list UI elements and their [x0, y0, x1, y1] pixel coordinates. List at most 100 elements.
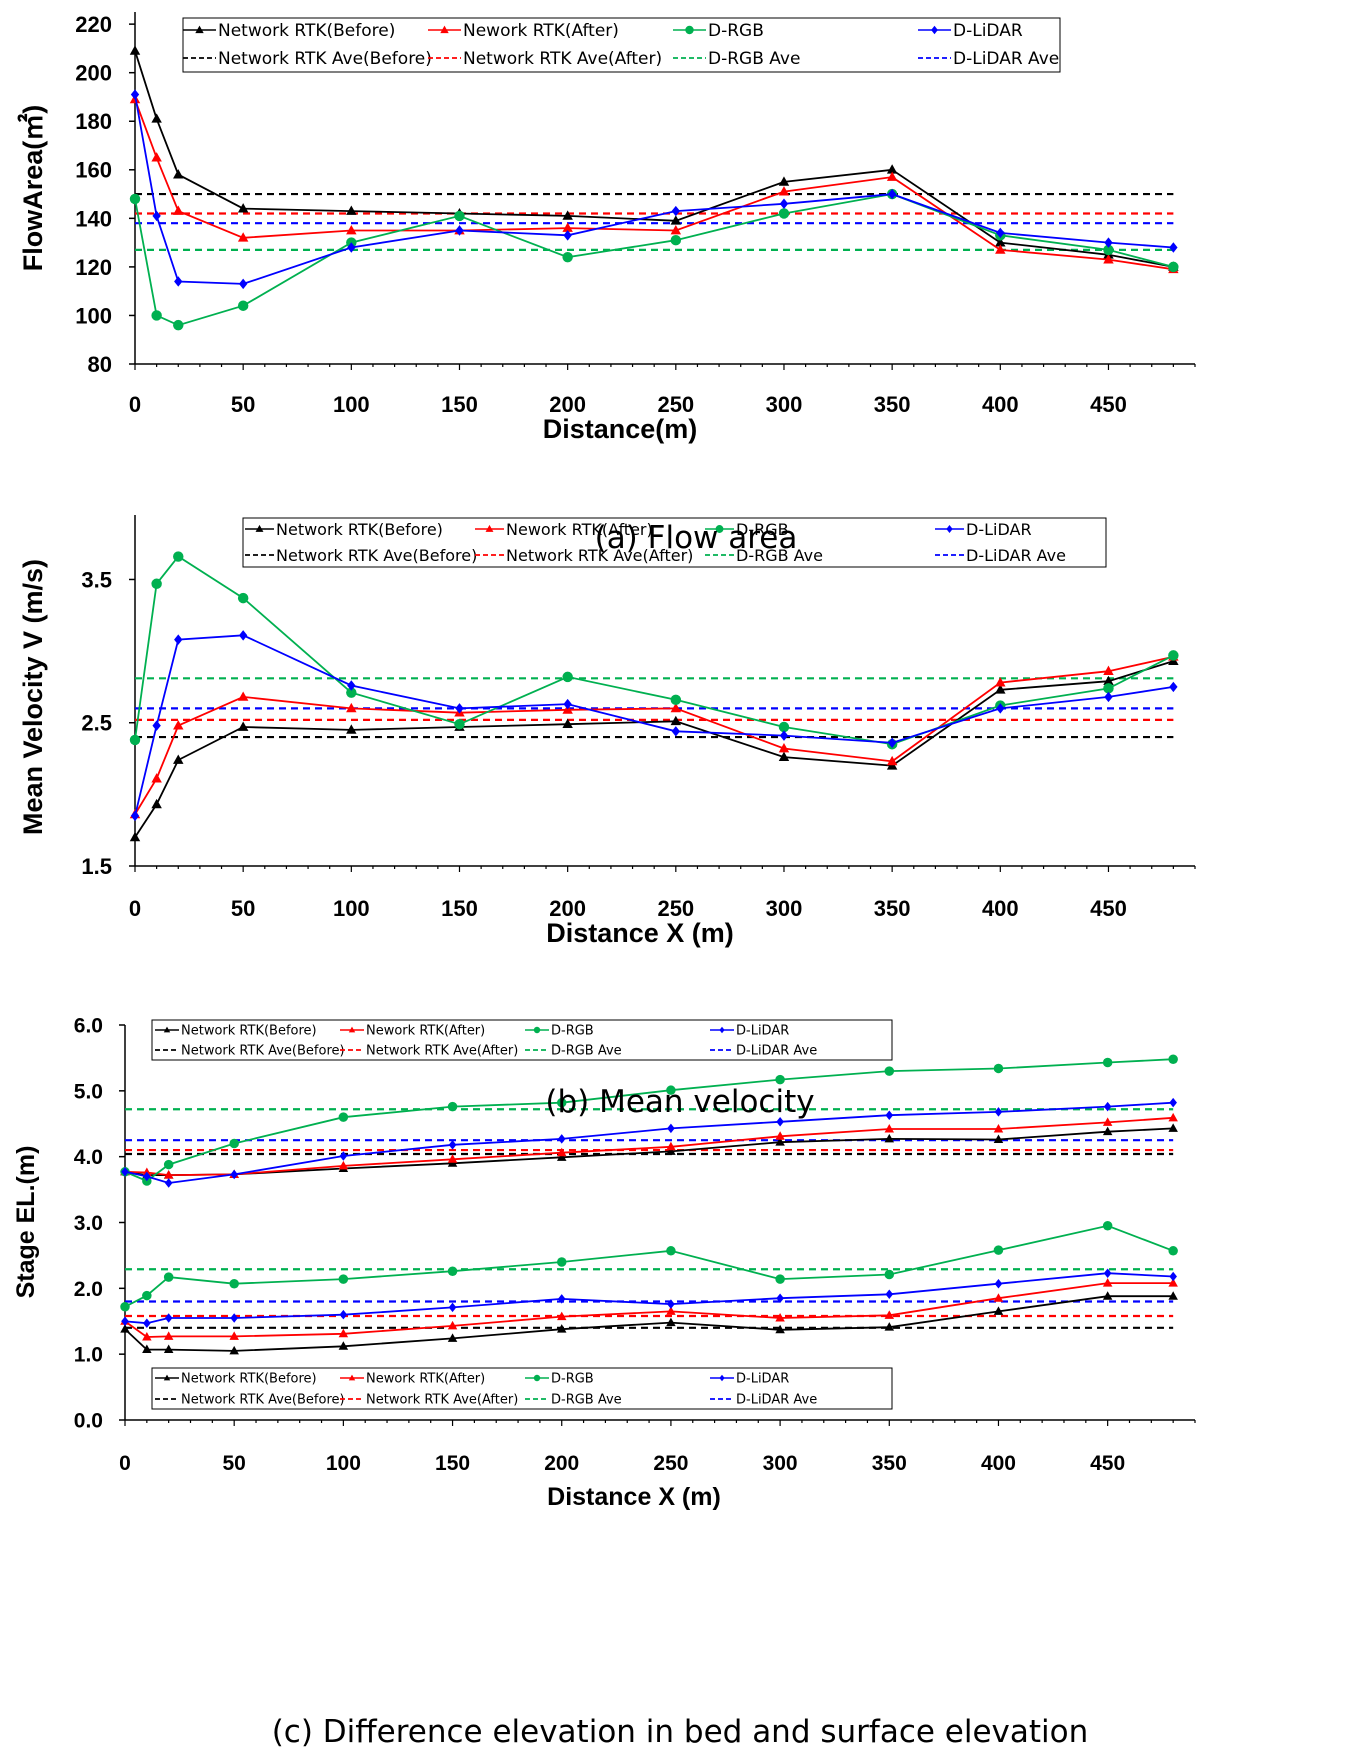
- chart2-x-tick-label: 300: [763, 1452, 798, 1475]
- chart2-data-point-d-lidar-bed: [1103, 1268, 1112, 1278]
- chart1-legend-label-nework-rtk-after: Nework RTK(After): [506, 520, 653, 539]
- chart1-data-point-network-rtk-before: [1103, 675, 1114, 686]
- chart0-legend-label-d-rgb-ave: D-RGB Ave: [708, 49, 800, 69]
- chart0-x-tick-label: 250: [657, 392, 694, 417]
- chart0-y-tick-label: 220: [75, 12, 112, 37]
- chart2-legend-label-network-rtk-before: Network RTK(Before): [181, 1024, 317, 1039]
- chart2-legend-label-network-rtk-ave-after: Network RTK Ave(After): [366, 1393, 518, 1408]
- flow-area-chart: 80 100 120 140 160 180 200 220 0 50 100 150 200 250 30…: [17, 12, 1196, 444]
- chart0-legend-marker-d-rgb: [685, 25, 694, 35]
- chart2-y-tick-label: 5.0: [74, 1080, 103, 1103]
- chart0-y-tick-label: 180: [75, 109, 112, 134]
- chart0-data-point-d-lidar: [455, 225, 464, 236]
- chart1-legend-marker-nework-rtk-after: [485, 524, 494, 532]
- chart2-data-point-network-rtk-before-bed: [993, 1306, 1004, 1315]
- chart0-data-point-d-lidar: [563, 230, 572, 241]
- chart2-data-point-d-rgb-surface: [1102, 1057, 1113, 1068]
- chart0-y-tick-label: 120: [75, 255, 112, 280]
- chart0-y-tick-label: 200: [75, 61, 112, 86]
- chart0-x-tick-label: 450: [1090, 392, 1127, 417]
- chart2-legend-label-d-rgb: D-RGB: [551, 1372, 594, 1387]
- chart1-data-point-d-lidar: [887, 737, 897, 749]
- chart1-legend-marker-d-lidar: [946, 525, 953, 533]
- chart1-y-tick-label: 1.5: [81, 854, 112, 879]
- chart0-data-point-d-lidar: [152, 210, 161, 222]
- chart0-legend-0: Network RTK(Before) Nework RTK(After) D-RG…: [182, 17, 1061, 73]
- chart1-data-point-d-rgb: [454, 718, 465, 730]
- chart2-data-point-nework-rtk-after-bed: [163, 1331, 174, 1340]
- chart2-y-tick-label: 6.0: [74, 1015, 103, 1038]
- chart0-data-point-d-lidar: [671, 205, 680, 217]
- chart0-data-point-nework-rtk-after: [346, 224, 357, 235]
- chart2-data-point-network-rtk-before-surface: [884, 1133, 895, 1143]
- chart2-legend-label-d-lidar: D-LiDAR: [736, 1024, 789, 1039]
- chart0-data-point-network-rtk-before: [151, 113, 162, 123]
- chart1-legend-label-d-lidar-ave: D-LiDAR Ave: [966, 546, 1066, 565]
- chart2-data-point-network-rtk-before-bed: [142, 1344, 152, 1354]
- chart2-legend-marker-network-rtk-before: [163, 1374, 171, 1381]
- chart0-legend-label-d-rgb: D-RGB: [708, 21, 764, 41]
- chart1-y-tick-label: 2.5: [81, 711, 112, 736]
- chart0-data-point-network-rtk-before: [346, 205, 357, 215]
- chart2-x-tick-label: 350: [872, 1452, 907, 1475]
- chart2-data-point-network-rtk-before-bed: [884, 1322, 895, 1331]
- chart0-data-point-d-rgb: [670, 234, 682, 246]
- chart1-data-point-d-lidar: [347, 680, 356, 691]
- chart0-data-point-d-lidar: [174, 276, 183, 287]
- chart2-data-point-d-rgb-surface: [666, 1085, 676, 1095]
- chart1-legend-label-d-rgb-ave: D-RGB Ave: [736, 546, 823, 565]
- chart2-legend-label-nework-rtk-after: Nework RTK(After): [366, 1024, 485, 1039]
- chart2-data-point-d-rgb-bed: [447, 1266, 458, 1276]
- chart1-data-point-d-lidar: [1104, 691, 1113, 703]
- chart1-data-point-nework-rtk-after: [670, 702, 682, 713]
- chart2-legend-label-d-rgb-ave: D-RGB Ave: [551, 1393, 622, 1408]
- chart2-data-point-d-rgb-surface: [1168, 1054, 1178, 1064]
- chart1-x-tick-label: 150: [441, 896, 478, 921]
- chart1-data-point-d-lidar: [152, 720, 161, 731]
- chart2-data-point-d-rgb-surface: [447, 1101, 458, 1112]
- chart1-legend-label-network-rtk-ave-before: Network RTK Ave(Before): [276, 546, 477, 565]
- chart1-x-tick-label: 450: [1090, 896, 1127, 921]
- chart1-series-line-network-rtk-before: [134, 660, 1174, 838]
- chart1-data-point-network-rtk-before: [129, 831, 141, 842]
- chart2-data-point-d-lidar-bed: [1169, 1271, 1177, 1282]
- chart1-data-point-d-lidar: [455, 703, 464, 714]
- chart1-x-tick-label: 300: [766, 896, 803, 921]
- chart0-data-point-network-rtk-before: [173, 169, 184, 179]
- chart2-legend-marker-nework-rtk-after: [348, 1026, 356, 1033]
- chart2-data-point-network-rtk-before-surface: [1102, 1126, 1113, 1136]
- chart2-data-point-d-lidar-surface: [164, 1178, 173, 1188]
- chart2-legend-marker-network-rtk-before: [163, 1026, 171, 1033]
- chart2-legend-1: Network RTK(Before) Nework RTK(After) D-RG…: [151, 1367, 893, 1410]
- caption-stage-elevation: (c) Difference elevation in bed and surf…: [272, 1714, 1089, 1750]
- chart1-data-point-d-rgb: [173, 551, 184, 562]
- chart2-legend-label-d-rgb-ave: D-RGB Ave: [551, 1044, 622, 1059]
- chart1-data-point-d-rgb: [346, 687, 357, 698]
- chart0-data-point-network-rtk-before: [670, 215, 682, 225]
- chart2-x-tick-label: 450: [1090, 1452, 1125, 1475]
- chart2-data-point-d-lidar-surface: [1169, 1097, 1177, 1108]
- chart2-data-point-nework-rtk-after-bed: [338, 1328, 349, 1338]
- chart1-data-point-network-rtk-before: [562, 718, 573, 729]
- chart2-data-point-nework-rtk-after-surface: [447, 1154, 458, 1163]
- chart2-data-point-nework-rtk-after-bed: [1102, 1278, 1113, 1287]
- chart0-x-tick-label: 0: [129, 392, 141, 417]
- chart1-x-tick-label: 250: [657, 896, 694, 921]
- chart2-y-axis-title: Stage EL.(m): [12, 1146, 40, 1299]
- chart2-data-point-network-rtk-before-bed: [666, 1317, 676, 1327]
- chart2-data-point-d-lidar-bed: [994, 1278, 1003, 1289]
- chart2-legend-marker-d-rgb: [533, 1374, 541, 1382]
- chart2-data-point-nework-rtk-after-bed: [1168, 1278, 1178, 1287]
- chart0-data-point-nework-rtk-after: [237, 232, 249, 242]
- chart1-data-point-nework-rtk-after: [778, 743, 790, 753]
- chart2-y-tick-label: 1.0: [74, 1344, 103, 1367]
- chart0-data-point-d-lidar: [1104, 237, 1113, 248]
- chart0-y-tick-label: 80: [88, 352, 112, 377]
- chart2-data-point-d-lidar-bed: [164, 1313, 173, 1323]
- chart2-x-tick-label: 250: [653, 1452, 688, 1475]
- chart2-data-point-nework-rtk-after-bed: [775, 1312, 785, 1322]
- chart2-legend-label-d-lidar-ave: D-LiDAR Ave: [736, 1393, 817, 1408]
- chart0-data-point-nework-rtk-after: [562, 222, 573, 232]
- chart2-data-point-d-rgb-surface: [163, 1159, 174, 1170]
